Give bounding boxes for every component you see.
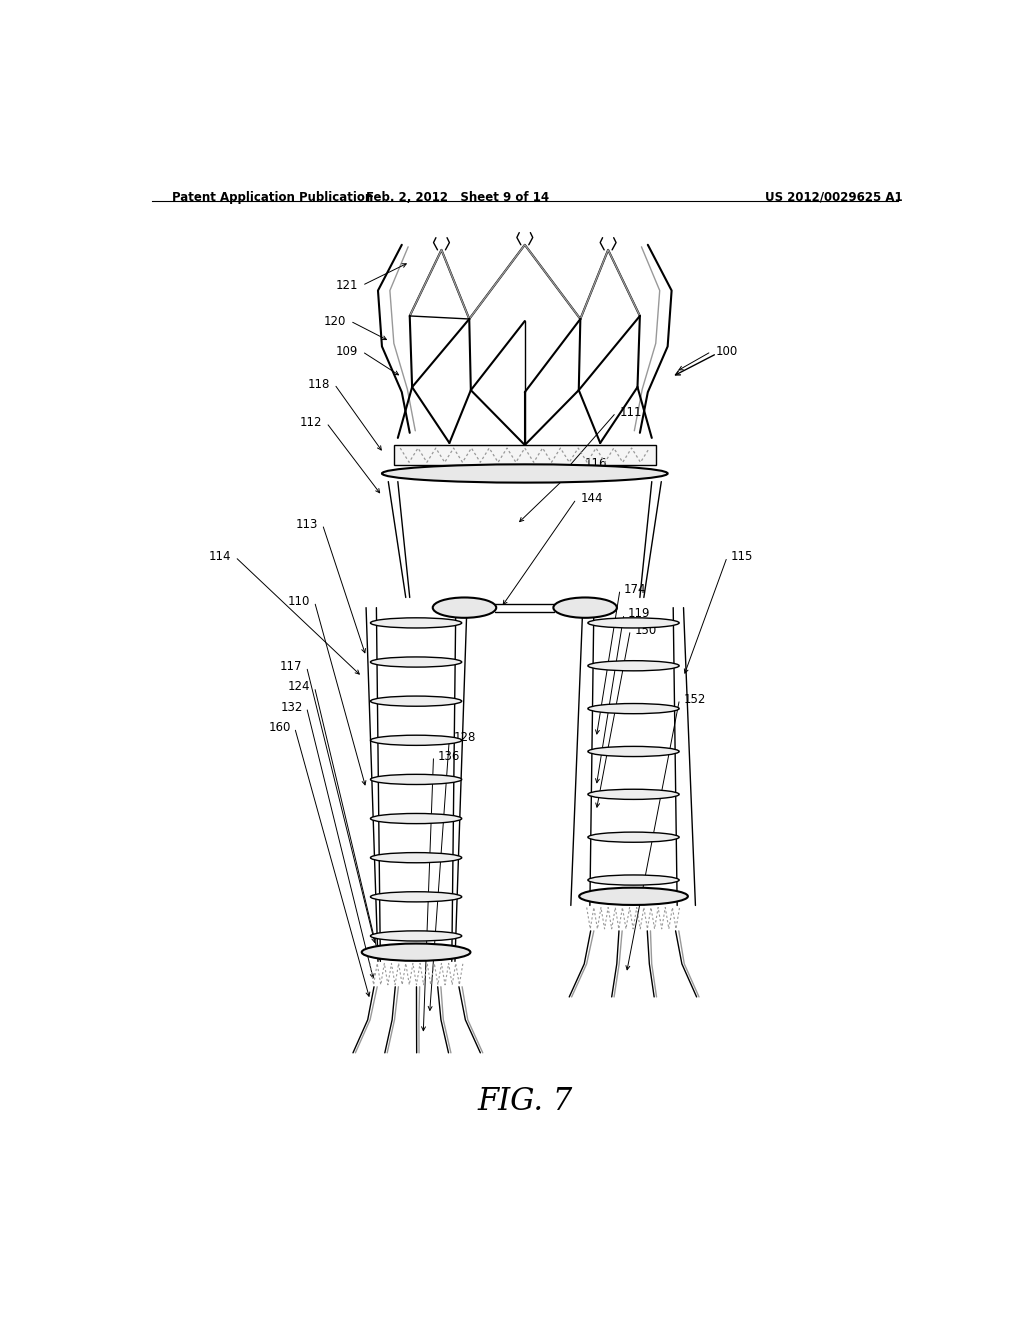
Text: 152: 152 (684, 693, 706, 706)
Ellipse shape (580, 887, 688, 906)
Ellipse shape (433, 598, 497, 618)
Text: 128: 128 (454, 731, 476, 744)
Ellipse shape (588, 746, 679, 756)
Ellipse shape (588, 661, 679, 671)
Text: 115: 115 (731, 550, 754, 564)
Text: 150: 150 (634, 623, 656, 636)
Text: 144: 144 (581, 492, 603, 506)
Ellipse shape (382, 465, 668, 483)
Text: FIG. 7: FIG. 7 (477, 1086, 572, 1117)
Text: 110: 110 (288, 595, 310, 609)
Ellipse shape (371, 657, 462, 667)
Ellipse shape (553, 598, 616, 618)
Text: 117: 117 (281, 660, 303, 673)
Text: 118: 118 (308, 378, 331, 391)
Text: 124: 124 (288, 680, 310, 693)
Ellipse shape (371, 931, 462, 941)
Ellipse shape (371, 892, 462, 902)
Ellipse shape (361, 944, 470, 961)
Text: US 2012/0029625 A1: US 2012/0029625 A1 (766, 191, 903, 203)
Text: 111: 111 (620, 407, 642, 418)
Text: 113: 113 (296, 517, 318, 531)
Text: Feb. 2, 2012   Sheet 9 of 14: Feb. 2, 2012 Sheet 9 of 14 (366, 191, 549, 203)
Ellipse shape (371, 813, 462, 824)
Ellipse shape (371, 618, 462, 628)
Text: 109: 109 (336, 345, 358, 358)
Text: 136: 136 (437, 750, 460, 763)
Ellipse shape (588, 875, 679, 886)
Text: 120: 120 (324, 314, 346, 327)
Ellipse shape (371, 696, 462, 706)
Ellipse shape (371, 853, 462, 863)
Text: 174: 174 (624, 583, 646, 595)
Text: 116: 116 (585, 457, 607, 470)
Text: 114: 114 (209, 550, 231, 564)
Text: 100: 100 (715, 345, 737, 358)
Ellipse shape (588, 789, 679, 800)
Ellipse shape (371, 775, 462, 784)
Text: 160: 160 (268, 721, 291, 734)
Ellipse shape (588, 704, 679, 714)
Text: 119: 119 (628, 607, 650, 620)
Ellipse shape (588, 832, 679, 842)
Text: 132: 132 (281, 701, 303, 714)
Text: 112: 112 (300, 416, 323, 429)
Text: Patent Application Publication: Patent Application Publication (172, 191, 373, 203)
Bar (394, 445, 655, 466)
Ellipse shape (588, 618, 679, 628)
Ellipse shape (371, 735, 462, 746)
Text: 121: 121 (336, 279, 358, 292)
